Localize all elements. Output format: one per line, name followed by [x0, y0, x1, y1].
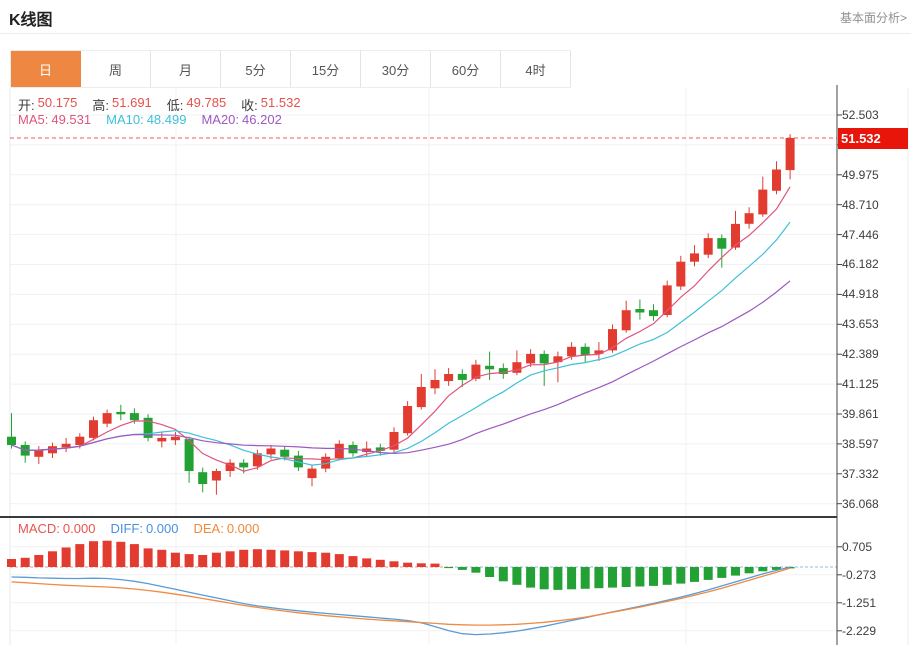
ma-ma10: MA10: 48.499	[106, 112, 186, 127]
tab-4hour[interactable]: 4时	[501, 51, 571, 87]
open-label: 开:	[18, 98, 35, 113]
ohlc-high: 高: 51.691	[92, 95, 151, 114]
price-axis-label: 46.182	[842, 257, 879, 272]
ma-ma20: MA20: 46.202	[201, 112, 281, 127]
macd-dea: DEA: 0.000	[193, 521, 259, 536]
tab-60min[interactable]: 60分	[431, 51, 501, 87]
ma10-value: 48.499	[146, 112, 187, 127]
tab-day[interactable]: 日	[11, 51, 81, 87]
macd-label: MACD:	[18, 521, 60, 536]
price-axis-label: 48.710	[842, 197, 879, 212]
current-price-badge: 51.532	[838, 128, 908, 149]
price-axis-label: 47.446	[842, 227, 879, 242]
high-value: 51.691	[112, 95, 152, 110]
price-axis-label: 41.125	[842, 377, 879, 392]
diff-label: DIFF:	[110, 521, 143, 536]
macd-diff: DIFF: 0.000	[110, 521, 178, 536]
header-divider	[0, 33, 911, 34]
interval-tabbar: 日周月 5分 15分 30分 60分 4时	[10, 50, 571, 88]
ma20-value: 46.202	[242, 112, 282, 127]
ohlc-info-row: 开: 50.175 高: 51.691 低: 49.785 收: 51.532	[18, 95, 301, 114]
price-axis-label: 39.861	[842, 406, 879, 421]
dea-value: 0.000	[226, 521, 260, 536]
price-axis-label: 44.918	[842, 287, 879, 302]
tab-15min[interactable]: 15分	[291, 51, 361, 87]
ohlc-low: 低: 49.785	[167, 95, 226, 114]
macd-macd: MACD: 0.000	[18, 521, 95, 536]
tab-week[interactable]: 周	[81, 51, 151, 87]
dea-label: DEA:	[193, 521, 224, 536]
ohlc-open: 开: 50.175	[18, 95, 77, 114]
tab-month[interactable]: 月	[151, 51, 221, 87]
low-value: 49.785	[186, 95, 227, 110]
diff-value: 0.000	[145, 521, 179, 536]
tab-30min[interactable]: 30分	[361, 51, 431, 87]
ohlc-close: 收: 51.532	[241, 95, 300, 114]
page-title: K线图	[9, 12, 53, 29]
low-label: 低:	[166, 98, 184, 113]
ma-ma5: MA5: 49.531	[18, 112, 91, 127]
high-label: 高:	[92, 98, 110, 113]
price-axis-label: 36.068	[842, 496, 879, 511]
close-value: 51.532	[260, 95, 301, 110]
macd-axis-label: -0.273	[842, 567, 877, 582]
macd-axis-label: -2.229	[842, 623, 877, 638]
price-axis-label: 52.503	[842, 108, 879, 122]
ma5-value: 49.531	[51, 112, 92, 127]
ma10-label: MA10:	[106, 112, 144, 127]
price-axis-label: 42.389	[842, 347, 879, 362]
macd-info-row: MACD: 0.000 DIFF: 0.000 DEA: 0.000	[18, 521, 259, 536]
price-axis-label: 38.597	[842, 436, 879, 451]
macd-value: 0.000	[62, 521, 96, 536]
ma-info-row: MA5: 49.531 MA10: 48.499 MA20: 46.202	[18, 112, 282, 127]
macd-axis-label: 0.705	[842, 539, 873, 554]
price-axis-label: 43.653	[842, 317, 879, 332]
ma5-label: MA5:	[18, 112, 49, 127]
open-value: 50.175	[37, 95, 78, 110]
fundamental-analysis-link[interactable]: 基本面分析>	[839, 11, 907, 25]
price-axis-label: 37.332	[842, 466, 879, 481]
close-label: 收:	[241, 98, 258, 113]
tab-5min[interactable]: 5分	[221, 51, 291, 87]
price-axis-label: 49.975	[842, 167, 879, 182]
ma20-label: MA20:	[201, 112, 240, 127]
macd-axis-label: -1.251	[842, 595, 877, 610]
